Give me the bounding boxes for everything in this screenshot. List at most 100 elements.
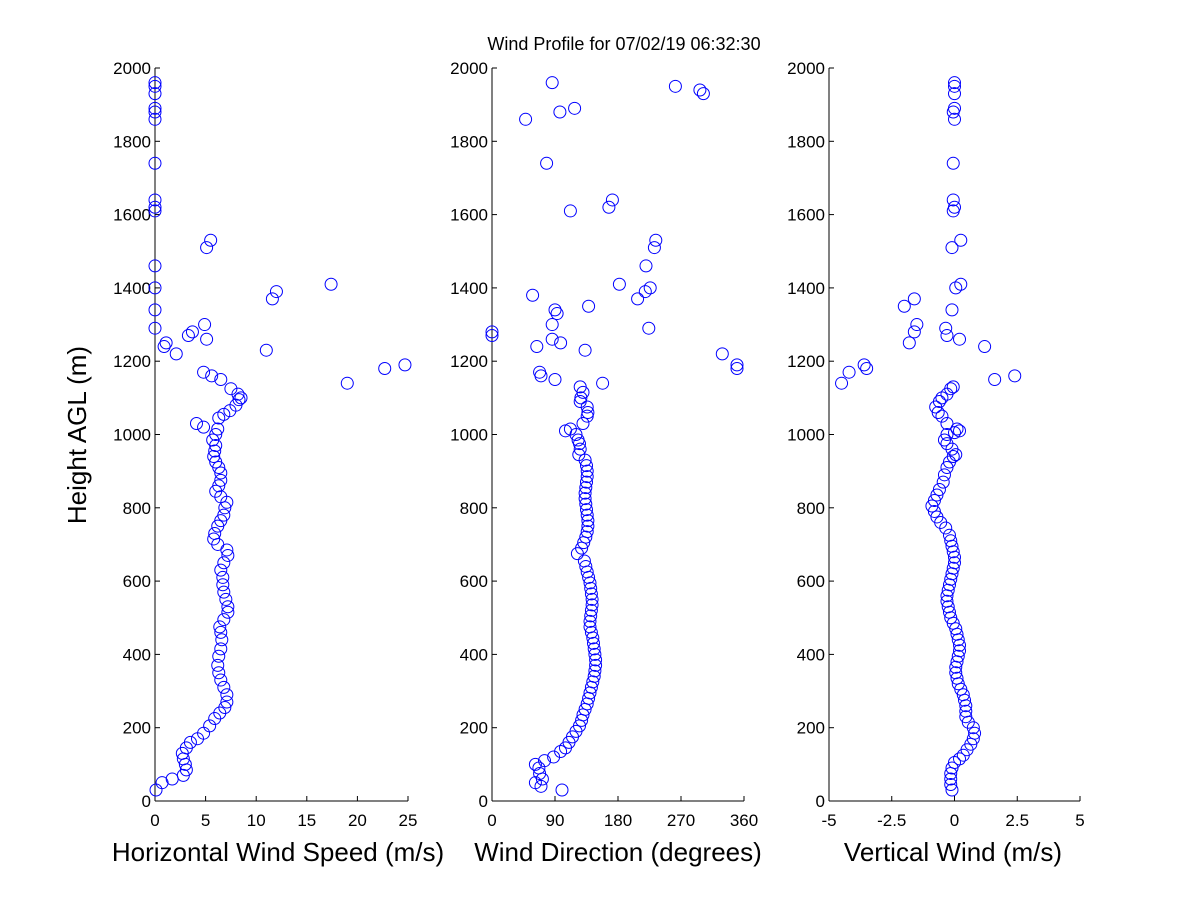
data-point [554, 336, 568, 350]
data-point [340, 376, 354, 390]
data-point [897, 299, 911, 313]
data-point [575, 541, 589, 555]
data-point [179, 741, 193, 755]
data-point [200, 332, 214, 346]
y-tick-label: 200 [797, 719, 825, 738]
data-point [545, 332, 559, 346]
x-tick-label: 5 [201, 811, 210, 830]
data-point [931, 406, 945, 420]
data-point [580, 508, 594, 522]
x-tick-label: 15 [297, 811, 316, 830]
data-point [148, 303, 162, 317]
y-tick-label: 0 [479, 792, 488, 811]
data-point [959, 704, 973, 718]
y-axis-label: Height AGL (m) [62, 346, 92, 524]
data-point [948, 87, 961, 101]
y-tick-label: 1800 [450, 132, 488, 151]
y-tick-label: 1400 [450, 279, 488, 298]
data-point [485, 325, 499, 339]
data-point [696, 87, 710, 101]
data-point [212, 649, 226, 663]
data-point [585, 592, 599, 606]
data-point [214, 373, 228, 387]
data-point [944, 382, 958, 396]
data-point [165, 772, 179, 786]
y-tick-label: 600 [460, 572, 488, 591]
data-point [571, 433, 585, 447]
data-point [946, 193, 960, 207]
data-point [953, 644, 967, 658]
data-point [157, 340, 171, 354]
data-point [216, 570, 230, 584]
data-point [948, 556, 961, 570]
data-point [932, 395, 946, 409]
data-point [548, 373, 562, 387]
data-point [324, 277, 338, 291]
data-point [647, 241, 661, 255]
y-tick-label: 800 [797, 499, 825, 518]
data-point [214, 673, 228, 687]
data-point [954, 233, 968, 247]
data-point [730, 362, 744, 376]
data-point [211, 537, 225, 551]
data-point [907, 292, 921, 306]
data-point [948, 79, 961, 93]
data-point [951, 649, 965, 663]
data-point [949, 666, 963, 680]
y-tick-label: 200 [460, 719, 488, 738]
data-point [1008, 369, 1022, 383]
data-point [148, 105, 162, 119]
data-point [554, 745, 568, 759]
data-point [944, 772, 958, 786]
data-point [221, 548, 235, 562]
data-point [583, 620, 597, 634]
data-point [545, 318, 559, 332]
y-tick-label: 600 [797, 572, 825, 591]
data-point [583, 614, 597, 628]
data-point [910, 318, 924, 332]
data-point [576, 417, 590, 431]
data-point [148, 76, 162, 90]
data-point [213, 620, 227, 634]
data-point [639, 259, 653, 273]
y-tick-label: 200 [123, 719, 151, 738]
data-point [953, 752, 967, 766]
data-point [959, 710, 973, 724]
data-point [940, 460, 954, 474]
data-point [932, 482, 946, 496]
data-point [149, 783, 163, 797]
data-point [159, 336, 173, 350]
data-point [582, 299, 596, 313]
x-tick-label: 0 [487, 811, 496, 830]
data-point [602, 200, 616, 214]
data-point [148, 87, 162, 101]
data-point [927, 504, 941, 518]
data-point [203, 719, 217, 733]
y-tick-label: 800 [123, 499, 151, 518]
data-point [214, 625, 228, 639]
data-point [530, 340, 544, 354]
y-tick-label: 400 [460, 645, 488, 664]
data-point [148, 79, 162, 93]
data-point [946, 449, 960, 463]
y-tick-label: 1600 [787, 206, 825, 225]
data-point [208, 526, 222, 540]
data-point [586, 675, 600, 689]
y-tick-label: 600 [123, 572, 151, 591]
data-point [944, 534, 958, 548]
data-point [715, 347, 729, 361]
data-point [555, 783, 569, 797]
y-tick-label: 1200 [450, 352, 488, 371]
data-point [574, 391, 588, 405]
data-point [587, 669, 601, 683]
data-point [578, 486, 592, 500]
x-tick-label: 0 [950, 811, 959, 830]
data-point [948, 101, 961, 115]
y-tick-label: 1200 [787, 352, 825, 371]
data-point [942, 528, 956, 542]
data-point [148, 281, 162, 295]
panel-vertical-wind: 0 200 400 600 800 1000 1200 1400 1600 1800 2000 -5 -… [787, 59, 1085, 867]
y-tick-label: 1200 [113, 352, 151, 371]
data-point [217, 508, 231, 522]
data-point [570, 547, 584, 561]
